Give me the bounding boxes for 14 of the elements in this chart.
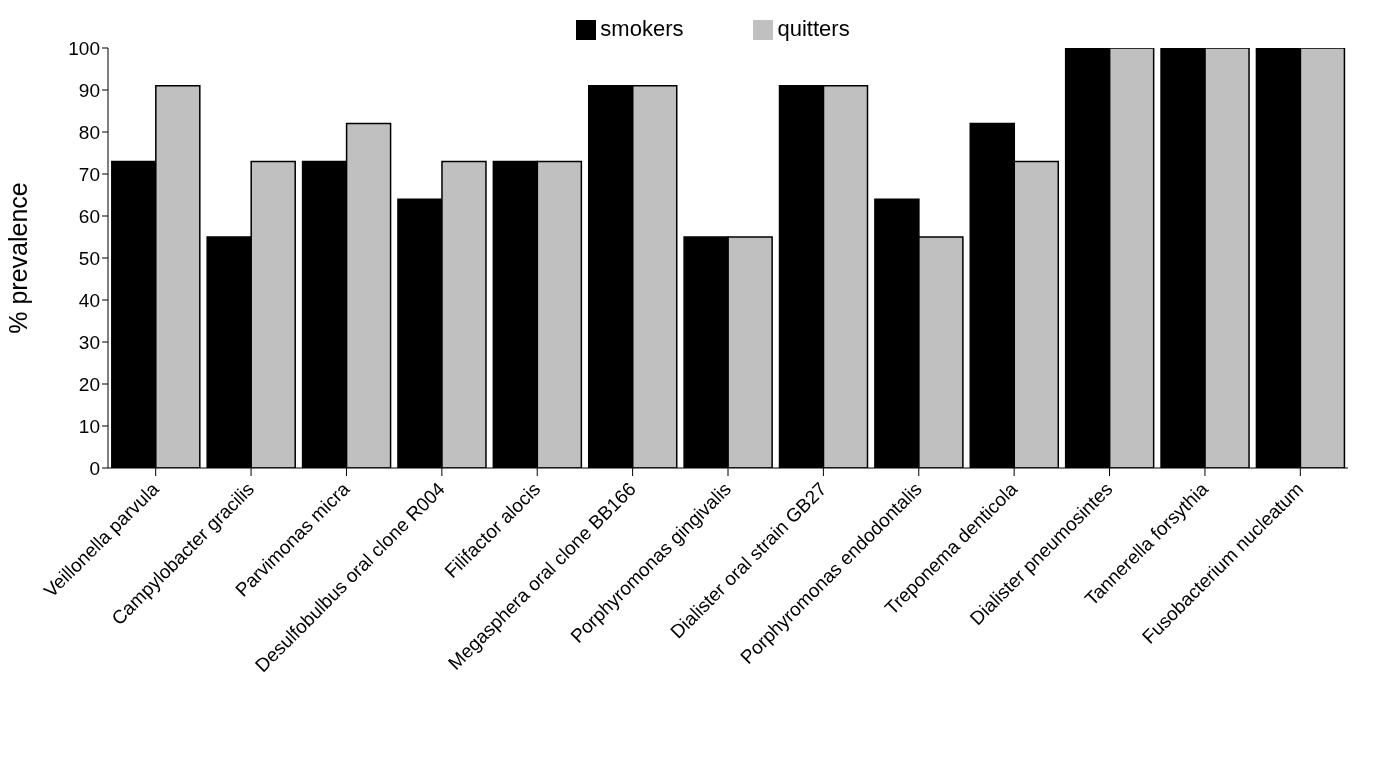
y-tick-label: 40 <box>78 289 100 311</box>
y-tick-label: 90 <box>78 79 100 101</box>
y-tick-label: 60 <box>78 205 100 227</box>
y-tick-label: 100 <box>68 37 100 59</box>
y-tick-label: 50 <box>78 247 100 269</box>
legend-label: smokers <box>600 16 684 41</box>
legend-label: quitters <box>777 16 850 41</box>
y-tick-label: 70 <box>78 163 100 185</box>
y-tick-label: 30 <box>78 331 100 353</box>
y-tick-label: 80 <box>78 121 100 143</box>
y-tick-label: 0 <box>89 457 100 479</box>
y-axis-title: % prevalence <box>3 182 32 334</box>
y-tick-label: 20 <box>78 373 100 395</box>
y-tick-label: 10 <box>78 415 100 437</box>
